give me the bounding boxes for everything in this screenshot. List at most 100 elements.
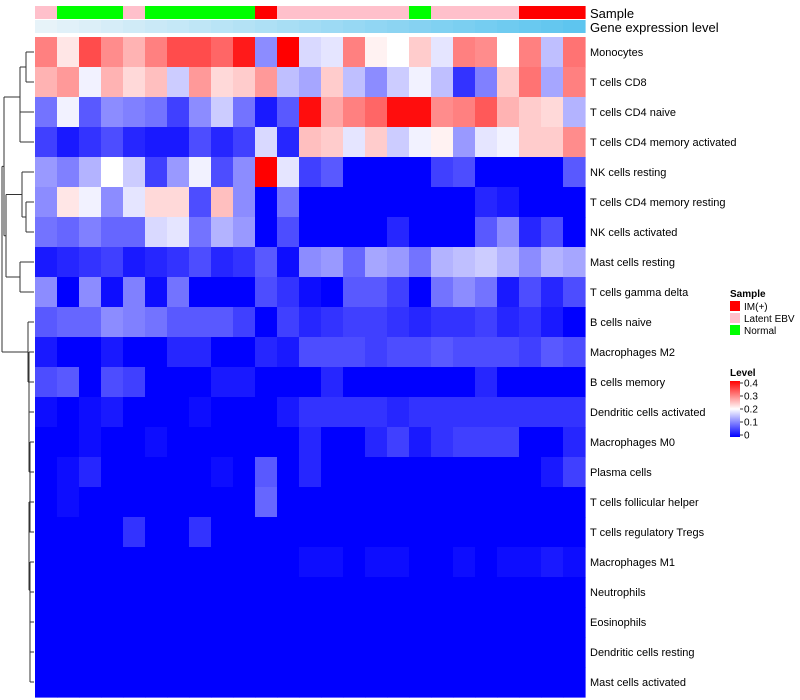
heatmap-cell <box>189 187 212 218</box>
heatmap-cell <box>79 367 102 398</box>
heatmap-cell <box>321 157 344 188</box>
sample-annotation-cell <box>167 6 190 19</box>
heatmap-cell <box>101 247 124 278</box>
heatmap-cell <box>211 157 234 188</box>
heatmap-cell <box>541 67 564 98</box>
heatmap-cell <box>409 667 432 698</box>
heatmap-cell <box>563 337 586 368</box>
sample-annotation-cell <box>123 6 146 19</box>
heatmap-cell <box>233 67 256 98</box>
heatmap-cell <box>123 367 146 398</box>
heatmap-cell <box>541 277 564 308</box>
heatmap-cell <box>277 667 300 698</box>
heatmap-cell <box>101 667 124 698</box>
heatmap-cell <box>277 457 300 488</box>
heatmap-cell <box>145 547 168 578</box>
row-label: Eosinophils <box>590 617 647 629</box>
heatmap-cell <box>321 577 344 608</box>
heatmap-cell <box>79 637 102 668</box>
expression-annotation-cell <box>321 20 344 33</box>
expression-annotation-cell <box>167 20 190 33</box>
heatmap-cell <box>475 487 498 518</box>
heatmap-cell <box>321 457 344 488</box>
expression-annotation-cell <box>189 20 212 33</box>
heatmap-cell <box>563 217 586 248</box>
heatmap-cell <box>255 667 278 698</box>
heatmap-cell <box>211 127 234 158</box>
heatmap-cell <box>123 397 146 428</box>
heatmap-cell <box>431 277 454 308</box>
heatmap-cell <box>211 427 234 458</box>
heatmap-cell <box>563 607 586 638</box>
heatmap-cell <box>563 127 586 158</box>
heatmap-cell <box>35 217 58 248</box>
heatmap-cell <box>409 637 432 668</box>
heatmap-cell <box>277 157 300 188</box>
row-label: B cells naive <box>590 317 652 329</box>
heatmap-cell <box>233 547 256 578</box>
sample-annotation-cell <box>343 6 366 19</box>
heatmap-cell <box>255 517 278 548</box>
heatmap-cell <box>211 277 234 308</box>
heatmap-cell <box>255 427 278 458</box>
expression-annotation-cell <box>541 20 564 33</box>
heatmap-cell <box>189 217 212 248</box>
heatmap-cell <box>299 337 322 368</box>
heatmap-cell <box>497 457 520 488</box>
heatmap-cell <box>211 367 234 398</box>
heatmap-cell <box>475 187 498 218</box>
heatmap-cell <box>79 457 102 488</box>
heatmap-cell <box>497 487 520 518</box>
heatmap-cell <box>101 457 124 488</box>
heatmap-cell <box>563 97 586 128</box>
heatmap-cell <box>343 517 366 548</box>
heatmap-cell <box>321 607 344 638</box>
heatmap-cell <box>79 127 102 158</box>
heatmap-cell <box>233 37 256 68</box>
heatmap-cell <box>277 367 300 398</box>
heatmap-cell <box>541 607 564 638</box>
heatmap-cell <box>431 367 454 398</box>
heatmap-cell <box>475 307 498 338</box>
heatmap-cell <box>343 157 366 188</box>
heatmap-cell <box>409 127 432 158</box>
heatmap-cell <box>431 97 454 128</box>
heatmap-cell <box>145 397 168 428</box>
heatmap-cell <box>233 517 256 548</box>
heatmap-cell <box>211 517 234 548</box>
heatmap-cell <box>233 277 256 308</box>
heatmap-cell <box>233 337 256 368</box>
heatmap-cell <box>519 607 542 638</box>
row-label: T cells CD8 <box>590 77 647 89</box>
heatmap-cell <box>321 337 344 368</box>
heatmap-cell <box>431 397 454 428</box>
heatmap-cell <box>453 457 476 488</box>
heatmap-cell <box>79 37 102 68</box>
expression-annotation-cell <box>123 20 146 33</box>
sample-annotation-cell <box>35 6 58 19</box>
heatmap-cell <box>453 397 476 428</box>
heatmap-cell <box>35 37 58 68</box>
level-tick-label: 0.4 <box>744 379 758 390</box>
heatmap-cell <box>299 157 322 188</box>
heatmap-cell <box>101 547 124 578</box>
heatmap-cell <box>57 127 80 158</box>
heatmap-cell <box>211 37 234 68</box>
heatmap-cell <box>79 487 102 518</box>
heatmap-cell <box>233 97 256 128</box>
heatmap-cell <box>387 397 410 428</box>
heatmap-cell <box>211 577 234 608</box>
heatmap-cell <box>123 577 146 608</box>
heatmap-cell <box>387 517 410 548</box>
heatmap-cell <box>123 517 146 548</box>
heatmap-cell <box>453 127 476 158</box>
heatmap-cell <box>343 37 366 68</box>
heatmap-cell <box>365 667 388 698</box>
annotation-bars <box>35 6 586 33</box>
heatmap-cell <box>57 667 80 698</box>
level-tick-label: 0 <box>744 431 750 442</box>
heatmap-cell <box>123 307 146 338</box>
heatmap-cell <box>255 37 278 68</box>
heatmap-cell <box>365 217 388 248</box>
